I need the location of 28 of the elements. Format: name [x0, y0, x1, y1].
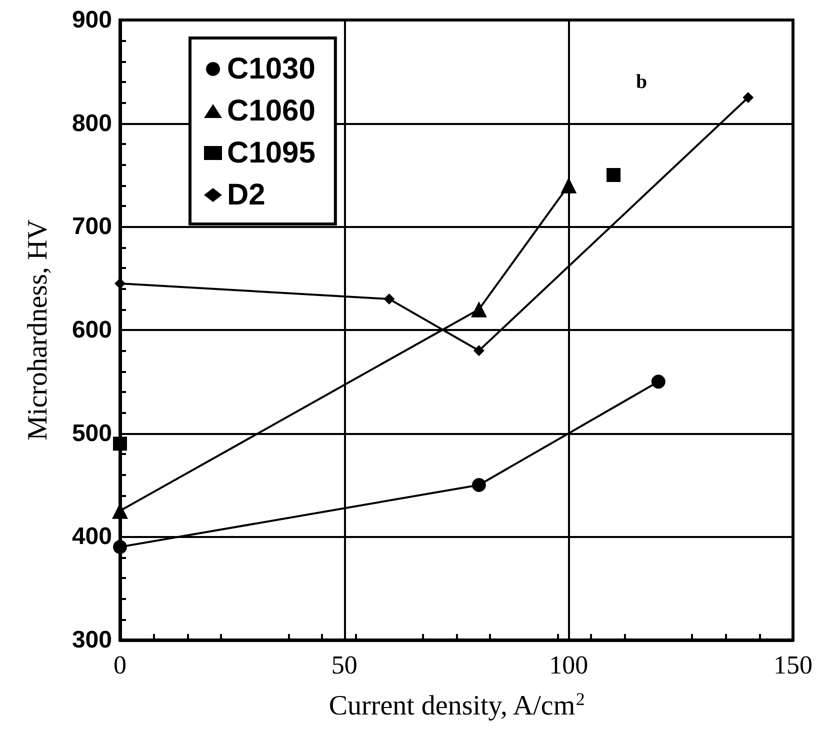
legend-label: C1060 — [227, 94, 316, 128]
point — [473, 345, 484, 356]
x-tick-label: 100 — [549, 650, 588, 680]
x-tick-label: 150 — [774, 650, 812, 680]
legend-label: D2 — [227, 178, 266, 212]
legend-label: C1095 — [227, 136, 316, 170]
point — [114, 278, 126, 289]
point — [742, 92, 754, 103]
point — [384, 294, 395, 304]
point — [472, 478, 486, 492]
y-axis-title: Microhardness, HV — [22, 220, 54, 440]
y-tick-label: 500 — [72, 420, 112, 447]
y-tick-label: 300 — [72, 626, 112, 654]
y-tick-label: 700 — [72, 213, 112, 240]
point — [651, 374, 666, 389]
annotation: b — [636, 71, 648, 93]
legend-label: C1030 — [227, 52, 316, 86]
y-tick-label: 400 — [72, 523, 112, 550]
point — [113, 436, 127, 451]
y-tick-label: 900 — [72, 6, 112, 34]
y-tick-label: 800 — [72, 110, 112, 137]
point — [560, 177, 577, 194]
point — [113, 540, 127, 554]
point — [606, 168, 621, 182]
x-tick-label: 0 — [114, 650, 126, 680]
point — [470, 301, 487, 318]
x-tick-label: 50 — [331, 650, 358, 680]
y-tick-label: 600 — [72, 316, 112, 344]
